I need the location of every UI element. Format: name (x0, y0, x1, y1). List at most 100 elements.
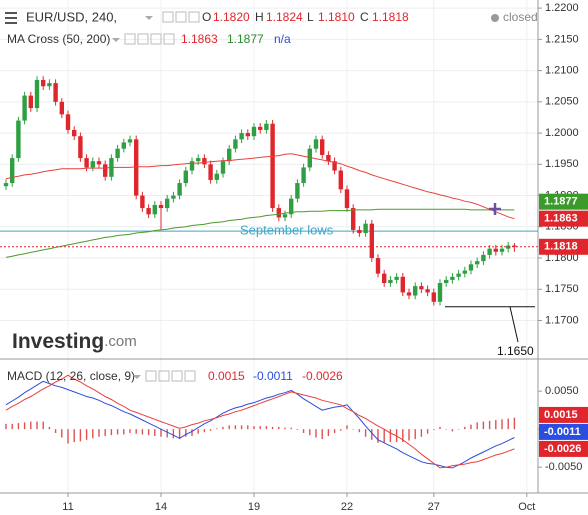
support-target: 1.1650 (497, 344, 534, 358)
macd-tools[interactable] (145, 370, 196, 382)
histogram-bar (265, 426, 268, 430)
candle-body (456, 273, 461, 277)
histogram-bar (352, 429, 354, 430)
candle-body (220, 161, 226, 174)
dropdown-arrow[interactable] (145, 16, 153, 20)
histogram-bar (470, 424, 472, 430)
candle-body (289, 198, 294, 215)
candle-body (171, 195, 176, 199)
candle-body (183, 170, 188, 184)
histogram-bar (228, 425, 230, 430)
candle-body (84, 158, 89, 168)
candle-body (146, 208, 151, 215)
candle-body (34, 79, 40, 109)
dropdown-arrow[interactable] (112, 38, 120, 42)
ma-tools[interactable] (124, 33, 175, 45)
header-tools[interactable] (162, 11, 200, 23)
histogram-bar (85, 429, 88, 440)
ohlc-value: 1.1824 (266, 10, 303, 24)
candle-body (351, 208, 356, 230)
histogram-bar (147, 429, 150, 436)
histogram-bar (420, 429, 423, 437)
histogram-bar (98, 429, 100, 437)
signal-line (5, 374, 515, 469)
histogram-bar (104, 429, 106, 436)
x-tick-label: 14 (155, 501, 167, 513)
price-label-box (539, 210, 588, 227)
candle-body (165, 198, 170, 209)
candle-body (251, 126, 257, 137)
histogram-bar (296, 429, 299, 430)
candle-body (276, 208, 281, 218)
market-status: closed (503, 10, 538, 24)
dropdown-arrow[interactable] (133, 375, 141, 379)
ohlc-label: C (360, 10, 369, 24)
logo-suffix: .com (104, 333, 137, 350)
candle-body (413, 286, 418, 296)
x-tick-label: 11 (62, 501, 73, 513)
histogram-bar (5, 423, 7, 430)
candle-body (425, 289, 430, 293)
price-label-box (539, 238, 588, 255)
candle-body (16, 120, 21, 159)
histogram-bar (23, 422, 26, 430)
histogram-bar (464, 426, 466, 430)
candle-body (239, 133, 244, 140)
histogram-bar (457, 429, 460, 430)
candle-body (320, 139, 325, 155)
candle-body (363, 223, 368, 234)
candle-body (227, 148, 232, 162)
price-label: 1.1818 (544, 241, 578, 253)
candle-body (65, 114, 71, 130)
y-tick-label: 1.1950 (545, 158, 579, 170)
price-label: 0.0015 (544, 409, 578, 421)
macd-legend: MACD (12, 26, close, 9) (7, 369, 135, 383)
candle-body (10, 158, 15, 184)
candle-body (233, 139, 238, 149)
histogram-bar (389, 429, 392, 443)
macd-value: 0.0015 (208, 369, 245, 383)
candle-body (468, 264, 474, 271)
ma-legend: MA Cross (50, 200) (7, 32, 110, 46)
moving-average (5, 208, 515, 258)
histogram-bar (302, 429, 305, 433)
y-tick-label: 1.2100 (545, 65, 579, 77)
candle-body (214, 173, 219, 180)
candle-body (196, 158, 201, 162)
y-tick-label: 1.1700 (545, 314, 579, 326)
candle-body (121, 142, 126, 149)
histogram-bar (507, 418, 509, 430)
histogram-bar (371, 429, 373, 440)
candle-body (282, 214, 288, 218)
price-label: -0.0026 (544, 443, 581, 455)
histogram-bar (216, 428, 218, 430)
price-label-box (539, 406, 588, 423)
price-label-box (539, 423, 588, 440)
histogram-bar (247, 425, 249, 430)
ohlc-label: L (307, 10, 314, 24)
price-label: 1.1877 (544, 196, 578, 208)
crosshair-marker (489, 203, 501, 215)
ohlc-value: 1.1810 (318, 10, 355, 24)
support-line (445, 306, 535, 343)
candle-body (3, 183, 9, 187)
candle-body (53, 83, 58, 102)
moving-average (5, 153, 515, 220)
candle-body (388, 279, 393, 284)
candle-body (462, 270, 467, 274)
header-icon[interactable] (5, 12, 17, 24)
candle-body (481, 254, 486, 262)
candle-body (103, 164, 108, 177)
candle-body (444, 279, 449, 284)
histogram-bar (402, 429, 404, 443)
histogram-bar (73, 429, 75, 443)
candle-body (487, 248, 492, 255)
candle-body (41, 79, 46, 87)
histogram-bar (222, 426, 224, 430)
candle-body (313, 139, 319, 149)
y-tick-label: 1.2200 (545, 2, 579, 14)
candle-body (301, 167, 306, 184)
histogram-bar (309, 429, 311, 436)
candle-body (307, 148, 312, 168)
y-tick-label: -0.0050 (545, 461, 582, 473)
